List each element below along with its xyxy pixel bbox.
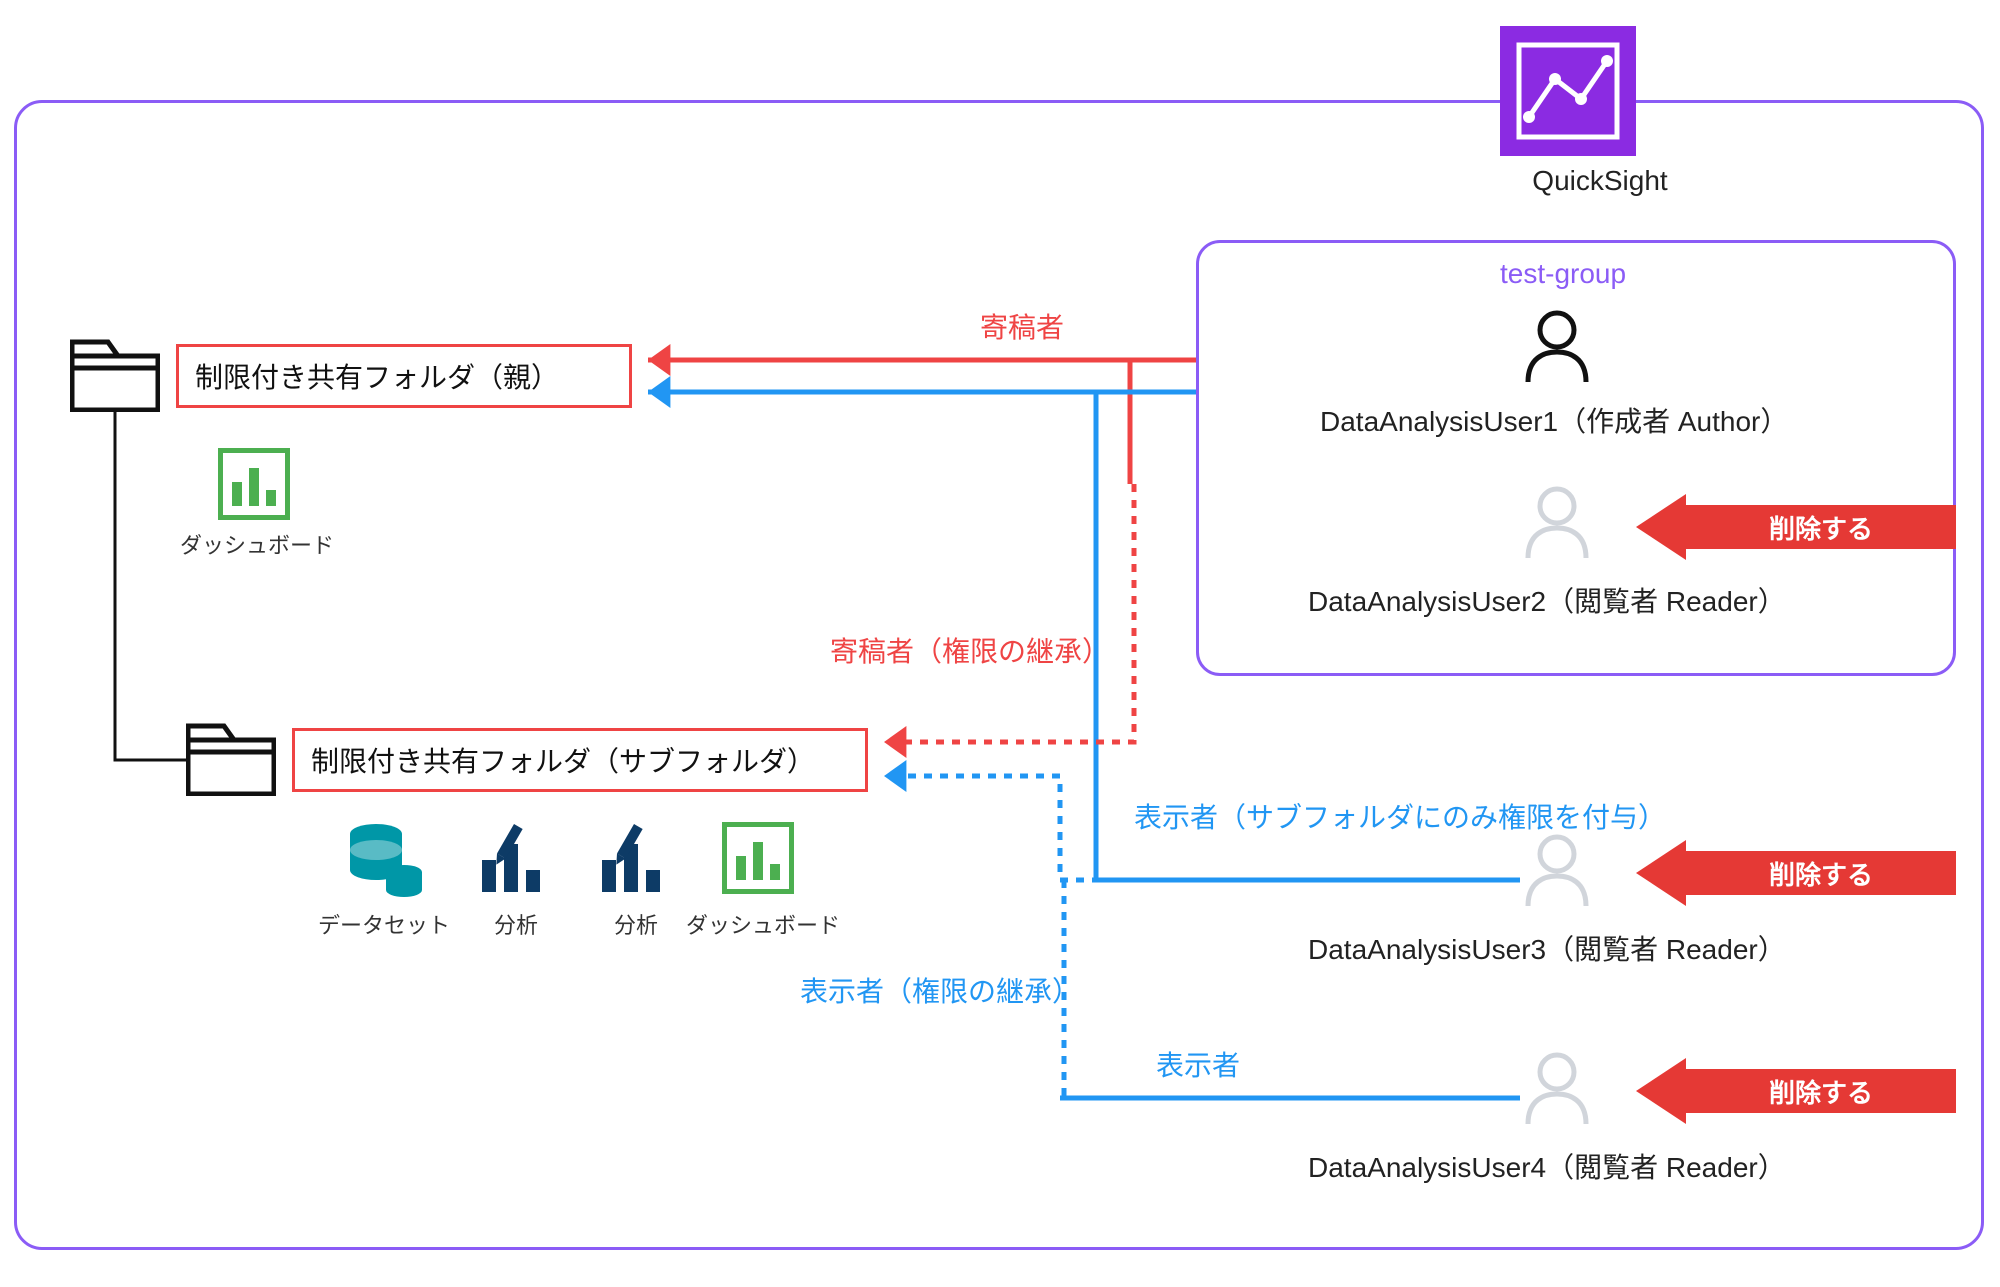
user-icon-3 [1520, 832, 1594, 910]
test-group-title: test-group [1500, 258, 1626, 290]
dashboard-icon-2 [722, 822, 794, 894]
edge-label: 表示者（サブフォルダにのみ権限を付与） [1134, 796, 1666, 836]
delete-arrow-4: 削除する [1636, 1058, 1956, 1124]
dashboard-icon [218, 448, 290, 520]
user-label-1: DataAnalysisUser1（作成者 Author） [1320, 400, 1788, 440]
user-label-2: DataAnalysisUser2（閲覧者 Reader） [1308, 580, 1786, 620]
dataset-icon [346, 820, 426, 900]
edge-label: 表示者 [1156, 1044, 1240, 1084]
analysis-icon-2 [598, 820, 670, 896]
user-label-4: DataAnalysisUser4（閲覧者 Reader） [1308, 1146, 1786, 1186]
analysis-label-2: 分析 [614, 908, 658, 940]
delete-arrow-2: 削除する [1636, 494, 1956, 560]
dataset-label: データセット [318, 908, 450, 940]
analysis-label-1: 分析 [494, 908, 538, 940]
folder-parent-icon [70, 336, 160, 412]
folder-sub-label: 制限付き共有フォルダ（サブフォルダ） [292, 728, 868, 792]
analysis-icon-1 [478, 820, 550, 896]
quicksight-label: QuickSight [1500, 165, 1700, 197]
folder-sub-icon [186, 720, 276, 796]
dashboard-label: ダッシュボード [180, 528, 334, 560]
edge-label: 表示者（権限の継承） [800, 970, 1080, 1010]
user-label-3: DataAnalysisUser3（閲覧者 Reader） [1308, 928, 1786, 968]
edge-label: 寄稿者（権限の継承） [830, 630, 1110, 670]
user-icon-2 [1520, 484, 1594, 562]
edge-label: 寄稿者 [980, 306, 1064, 346]
dashboard-label-2: ダッシュボード [686, 908, 840, 940]
quicksight-icon [1500, 26, 1636, 156]
delete-arrow-3: 削除する [1636, 840, 1956, 906]
folder-parent-label: 制限付き共有フォルダ（親） [176, 344, 632, 408]
user-icon-1 [1520, 308, 1594, 386]
user-icon-4 [1520, 1050, 1594, 1128]
